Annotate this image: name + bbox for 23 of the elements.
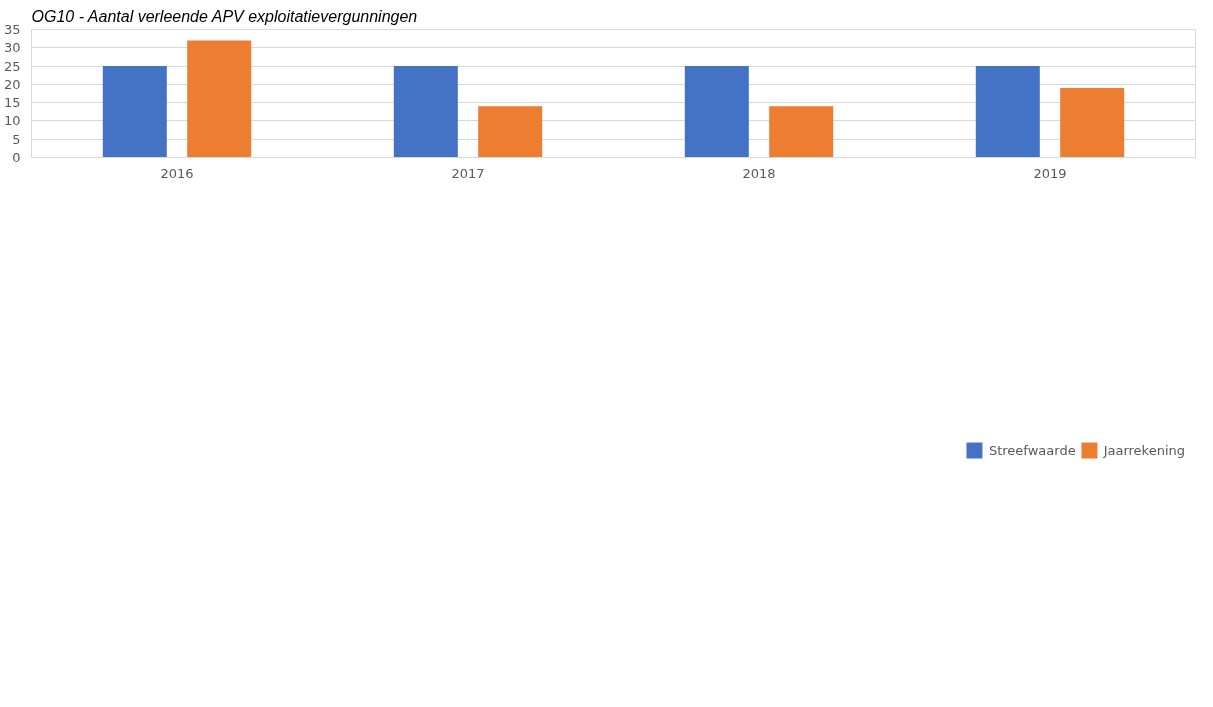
legend-label: Streefwaarde [988, 442, 1076, 458]
bar [769, 106, 834, 158]
y-tick-label: 30 [3, 40, 21, 56]
y-tick-label: 5 [12, 131, 21, 147]
bar [975, 66, 1040, 158]
bar [102, 66, 167, 158]
y-tick-label: 35 [3, 22, 21, 37]
x-tick-label: 2019 [1033, 165, 1067, 181]
y-tick-label: 0 [12, 150, 21, 165]
x-tick-label: 2017 [451, 165, 485, 181]
bar [187, 40, 252, 158]
bar [1060, 88, 1125, 158]
y-tick-label: 25 [3, 58, 21, 74]
chart-title: OG10 - Aantal verleende APV exploitatievergunningen [31, 7, 418, 25]
y-tick-label: 20 [3, 76, 21, 92]
bar [684, 66, 749, 158]
x-tick-label: 2016 [160, 165, 194, 181]
y-tick-label: 15 [3, 95, 21, 111]
legend-label: Jaarrekening [1103, 442, 1185, 458]
x-tick-label: 2018 [742, 165, 776, 181]
y-tick-label: 10 [3, 113, 21, 129]
bar [393, 66, 458, 158]
bar [478, 106, 543, 158]
